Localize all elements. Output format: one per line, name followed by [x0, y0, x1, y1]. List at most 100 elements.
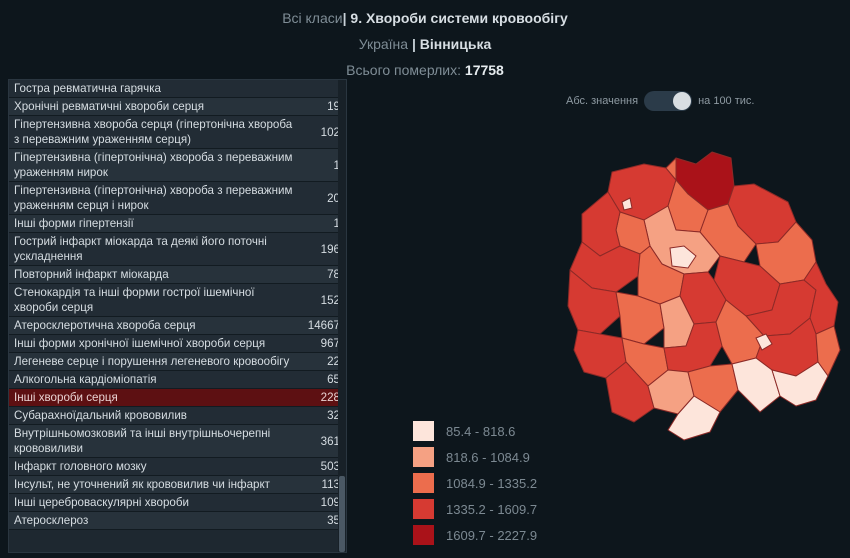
- cause-name: Інсульт, не уточнений як крововилив чи і…: [14, 478, 270, 491]
- cause-value: 152: [320, 293, 340, 307]
- city-enclave[interactable]: [755, 333, 773, 351]
- map-district[interactable]: [615, 291, 665, 345]
- table-row[interactable]: Інфаркт головного мозку 503: [9, 458, 346, 476]
- legend-item: 1084.9 - 1335.2: [413, 470, 537, 496]
- cause-value: 967: [320, 337, 340, 350]
- table-row[interactable]: Гіпертензивна (гіпертонічна) хвороба з п…: [9, 182, 346, 215]
- cause-value: 361: [320, 434, 340, 448]
- cause-table: Гостра ревматична гарячка Хронічні ревмат…: [8, 79, 347, 553]
- cause-name: Атеросклероз: [14, 514, 89, 527]
- table-row[interactable]: Алкогольна кардіоміопатія 65: [9, 371, 346, 389]
- map-district[interactable]: [771, 361, 829, 407]
- cause-value: 503: [320, 460, 340, 473]
- legend-label: 1609.7 - 2227.9: [446, 527, 538, 543]
- toggle-left-label: Абс. значення: [566, 95, 639, 107]
- map-district[interactable]: [667, 395, 721, 441]
- legend-swatch: [413, 499, 434, 519]
- total-label: Всього померлих:: [346, 62, 462, 78]
- table-row[interactable]: Атеросклеротична хвороба серця 14667: [9, 317, 346, 335]
- table-row[interactable]: Повторний інфаркт міокарда 78: [9, 266, 346, 284]
- country-link[interactable]: Україна: [358, 36, 409, 52]
- cause-value: 109: [320, 496, 340, 509]
- table-row[interactable]: Гостра ревматична гарячка: [9, 80, 346, 98]
- cause-value: 113: [321, 478, 340, 491]
- table-scrollbar[interactable]: [338, 80, 346, 552]
- header-separator: |: [342, 10, 347, 26]
- table-row-selected[interactable]: Інші хвороби серця 228: [9, 389, 346, 407]
- cause-value: 102: [320, 125, 340, 139]
- cause-name: Хронічні ревматичні хвороби серця: [14, 100, 205, 113]
- legend-label: 1084.9 - 1335.2: [446, 475, 538, 491]
- table-row[interactable]: Внутрішньомозковий та інші внутрішньочер…: [9, 425, 346, 458]
- legend-item: 85.4 - 818.6: [413, 418, 537, 444]
- cause-table-rows: Гостра ревматична гарячка Хронічні ревмат…: [9, 80, 346, 530]
- legend-item: 1609.7 - 2227.9: [413, 522, 537, 548]
- cause-value: 65: [327, 373, 340, 386]
- table-row[interactable]: Хронічні ревматичні хвороби серця 19: [9, 98, 346, 116]
- value-mode-toggle-group: Абс. значення на 100 тис.: [566, 90, 754, 112]
- scrollbar-thumb[interactable]: [339, 476, 345, 552]
- cause-name: Субарахноїдальний крововилив: [14, 409, 187, 422]
- value-mode-toggle[interactable]: [644, 91, 693, 111]
- cause-name: Інші форми гіпертензії: [14, 217, 134, 230]
- table-row[interactable]: Гострий інфаркт міокарда та деякі його п…: [9, 233, 346, 266]
- table-row[interactable]: Стенокардія та інші форми гострої ішеміч…: [9, 284, 346, 317]
- all-classes-link[interactable]: Всі класи: [282, 10, 343, 26]
- table-row[interactable]: Інші цереброваскулярні хвороби 109: [9, 494, 346, 512]
- cause-name: Алкогольна кардіоміопатія: [14, 373, 157, 386]
- map-legend: 85.4 - 818.6 818.6 - 1084.9 1084.9 - 1335.…: [413, 418, 537, 548]
- cause-value: 1: [333, 158, 340, 172]
- cause-value: 14667: [307, 319, 340, 332]
- city-enclave[interactable]: [669, 245, 697, 269]
- cause-name: Атеросклеротична хвороба серця: [14, 319, 196, 332]
- table-row[interactable]: Легеневе серце і порушення легеневого кр…: [9, 353, 346, 371]
- table-row[interactable]: Інсульт, не уточнений як крововилив чи і…: [9, 476, 346, 494]
- map-district[interactable]: [815, 325, 841, 377]
- cause-name: Інші цереброваскулярні хвороби: [14, 496, 189, 509]
- legend-label: 85.4 - 818.6: [446, 423, 516, 439]
- table-row[interactable]: Субарахноїдальний крововилив 32: [9, 407, 346, 425]
- cause-value: 19: [327, 100, 340, 113]
- legend-swatch: [413, 525, 434, 545]
- table-row[interactable]: Інші форми хронічної ішемічної хвороби с…: [9, 335, 346, 353]
- cause-name: Стенокардія та інші форми гострої ішеміч…: [14, 286, 255, 314]
- legend-swatch: [413, 421, 434, 441]
- class-title: 9. Хвороби системи кровообігу: [350, 10, 568, 26]
- legend-label: 1335.2 - 1609.7: [446, 501, 538, 517]
- toggle-knob[interactable]: [673, 92, 692, 110]
- cause-name: Повторний інфаркт міокарда: [14, 268, 169, 281]
- legend-item: 818.6 - 1084.9: [413, 444, 537, 470]
- cause-value: 20: [327, 191, 340, 205]
- table-row[interactable]: Гіпертензивна хвороба серця (гіпертонічн…: [9, 116, 346, 149]
- city-enclave[interactable]: [621, 197, 633, 211]
- region-map: [567, 151, 841, 441]
- cause-value: 22: [327, 355, 340, 368]
- cause-value: 35: [327, 514, 340, 527]
- cause-name: Легеневе серце і порушення легеневого кр…: [14, 355, 290, 368]
- table-row[interactable]: Атеросклероз 35: [9, 512, 346, 530]
- legend-item: 1335.2 - 1609.7: [413, 496, 537, 522]
- cause-name: Гіпертензивна хвороба серця (гіпертонічн…: [14, 118, 293, 146]
- cause-value: 1: [333, 217, 340, 230]
- legend-label: 818.6 - 1084.9: [446, 449, 530, 465]
- header-region-line: Україна | Вінницька: [0, 36, 850, 52]
- table-row[interactable]: Гіпертензивна (гіпертонічна) хвороба з п…: [9, 149, 346, 182]
- cause-name: Інші форми хронічної ішемічної хвороби с…: [14, 337, 266, 350]
- cause-name: Внутрішньомозковий та інші внутрішньочер…: [14, 427, 271, 455]
- cause-name: Інфаркт головного мозку: [14, 460, 147, 473]
- header-title-line: Всі класи| 9. Хвороби системи кровообігу: [0, 10, 850, 26]
- region-separator: |: [411, 36, 416, 52]
- total-value: 17758: [464, 62, 504, 78]
- cause-name: Інші хвороби серця: [14, 391, 118, 404]
- legend-items: 85.4 - 818.6 818.6 - 1084.9 1084.9 - 1335.…: [413, 418, 537, 548]
- region-name: Вінницька: [419, 36, 492, 52]
- legend-swatch: [413, 447, 434, 467]
- toggle-right-label: на 100 тис.: [698, 95, 755, 107]
- cause-value: 196: [320, 242, 340, 256]
- cause-value: 78: [327, 268, 340, 281]
- cause-name: Гостра ревматична гарячка: [14, 82, 161, 95]
- header-total-line: Всього померлих: 17758: [0, 62, 850, 78]
- map-district[interactable]: [567, 269, 621, 335]
- table-row[interactable]: Інші форми гіпертензії 1: [9, 215, 346, 233]
- cause-name: Гострий інфаркт міокарда та деякі його п…: [14, 235, 267, 263]
